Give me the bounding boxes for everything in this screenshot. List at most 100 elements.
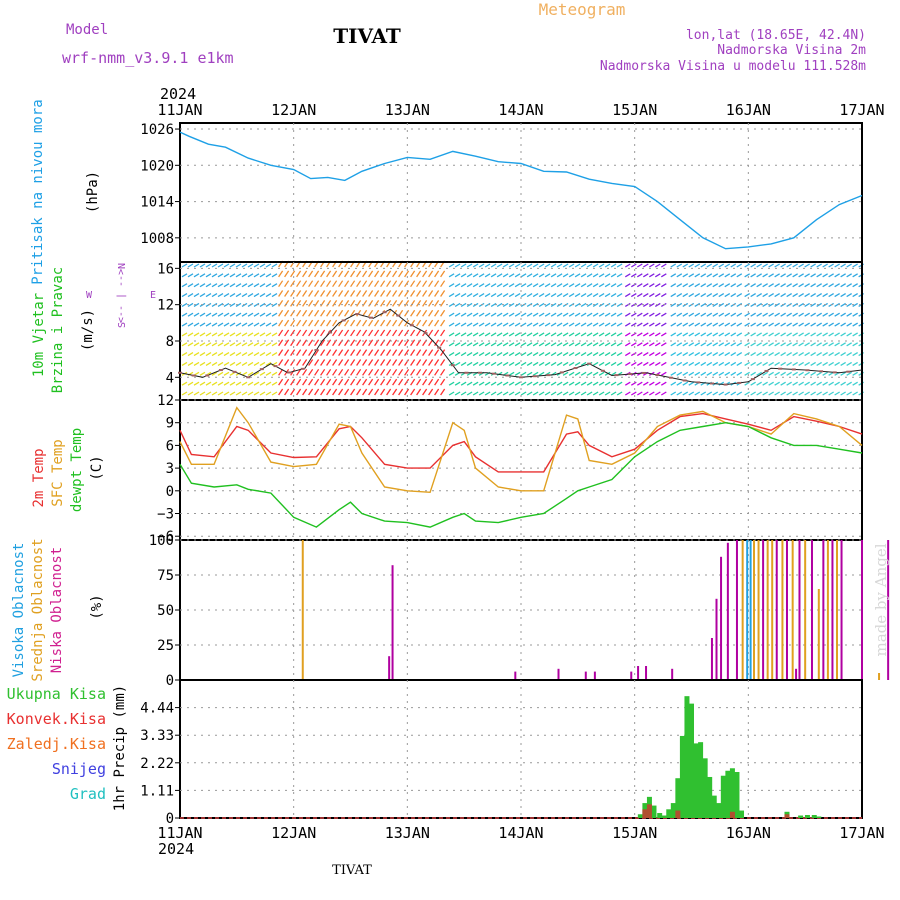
wind-barb xyxy=(592,342,599,347)
wind-barb xyxy=(326,270,332,278)
wind-barb xyxy=(694,302,701,307)
wind-barb xyxy=(374,290,380,297)
wind-barb xyxy=(586,332,593,337)
wind-barb xyxy=(616,322,623,327)
wind-barb xyxy=(229,283,236,288)
wind-barb xyxy=(676,292,683,298)
wind-barb xyxy=(604,352,611,357)
wind-barb xyxy=(538,263,545,268)
wind-barb xyxy=(550,312,557,317)
y-tick-label: 6 xyxy=(166,438,174,454)
wind-barb xyxy=(816,292,822,298)
wind-barb xyxy=(694,273,701,278)
wind-barb xyxy=(654,292,661,298)
wind-barb xyxy=(610,332,617,337)
wind-barb xyxy=(454,342,461,347)
wind-barb xyxy=(320,349,326,356)
wind-barb xyxy=(660,273,667,278)
wind-barb xyxy=(454,352,461,357)
wind-barb xyxy=(654,342,661,347)
wind-barb xyxy=(756,273,762,278)
wind-barb xyxy=(235,381,242,386)
wind-barb xyxy=(484,263,491,268)
wind-barb xyxy=(610,312,617,317)
wind-barb xyxy=(241,273,248,278)
meteogram-title: Meteogram xyxy=(539,0,626,19)
wind-barb xyxy=(756,352,762,357)
wind-barb xyxy=(774,361,780,367)
wind-barb xyxy=(682,263,689,268)
wind-barb xyxy=(187,283,194,288)
wind-barb xyxy=(526,283,533,288)
cloud-bar xyxy=(781,540,784,680)
wind-barb xyxy=(271,302,278,307)
wind-barb xyxy=(434,359,440,366)
wind-barb xyxy=(448,292,455,298)
cloud-bar xyxy=(861,540,863,680)
wind-barb xyxy=(314,280,320,288)
wind-barb xyxy=(466,302,473,307)
wind-barb xyxy=(308,349,314,356)
wind-barb xyxy=(568,273,575,278)
wind-barb xyxy=(610,342,617,347)
wind-barb xyxy=(187,391,194,396)
wind-barb xyxy=(810,361,816,367)
wind-barb xyxy=(211,292,218,298)
cloud-bar xyxy=(710,638,713,680)
wind-barb xyxy=(750,283,756,288)
wind-barb xyxy=(676,391,683,396)
wind-barb xyxy=(520,391,527,396)
wind-barb xyxy=(846,302,852,307)
legend-snow: Snijeg xyxy=(52,760,106,778)
wind-barb xyxy=(217,361,224,367)
cloud-bar xyxy=(726,542,729,680)
wind-barb xyxy=(350,359,356,366)
wind-barb xyxy=(852,273,858,278)
wind-barb xyxy=(356,270,362,278)
y-tick-label: 25 xyxy=(157,638,174,654)
wind-barb xyxy=(368,329,374,337)
wind-barb xyxy=(580,342,587,347)
cloud-bar xyxy=(766,540,769,680)
wind-barb xyxy=(532,371,539,376)
wind-barb xyxy=(502,342,509,347)
wind-barb xyxy=(744,273,750,278)
wind-barb xyxy=(508,302,515,307)
wind-barb xyxy=(404,309,410,317)
wind-barb xyxy=(660,283,667,288)
low-cloud-label: Niska Oblacnost xyxy=(49,547,65,673)
wind-barb xyxy=(718,292,725,298)
wind-barb xyxy=(296,329,302,337)
wind-barb xyxy=(750,292,756,298)
model-name: wrf-nmm_v3.9.1 e1km xyxy=(62,49,234,67)
wind-barb xyxy=(410,388,416,396)
wind-barb xyxy=(774,312,780,317)
wind-barb xyxy=(580,302,587,307)
wind-barb xyxy=(616,312,623,317)
wind-barb xyxy=(786,381,792,386)
wind-barb xyxy=(834,361,840,367)
wind-barb xyxy=(502,332,509,337)
wind-barb xyxy=(404,339,410,347)
wind-barb xyxy=(199,292,206,298)
wind-barb xyxy=(308,290,314,297)
wind-barb xyxy=(676,381,683,386)
wind-barb xyxy=(532,352,539,357)
wind-barb xyxy=(217,381,224,386)
cloud-bar xyxy=(804,540,807,680)
wind-barb xyxy=(428,378,434,386)
wind-barb xyxy=(514,312,521,317)
wind-barb xyxy=(472,342,479,347)
wind-barb xyxy=(718,342,725,347)
wind-barb xyxy=(308,329,314,337)
wind-barb xyxy=(211,352,218,357)
wind-barb xyxy=(676,263,683,268)
wind-barb xyxy=(241,312,248,317)
wind-barb xyxy=(199,381,206,386)
wind-barb xyxy=(193,302,200,307)
wind-barb xyxy=(780,273,786,278)
wind-barb xyxy=(187,292,194,298)
wind-barb xyxy=(302,300,308,307)
wind-barb xyxy=(235,322,242,327)
wind-barb xyxy=(368,309,374,317)
